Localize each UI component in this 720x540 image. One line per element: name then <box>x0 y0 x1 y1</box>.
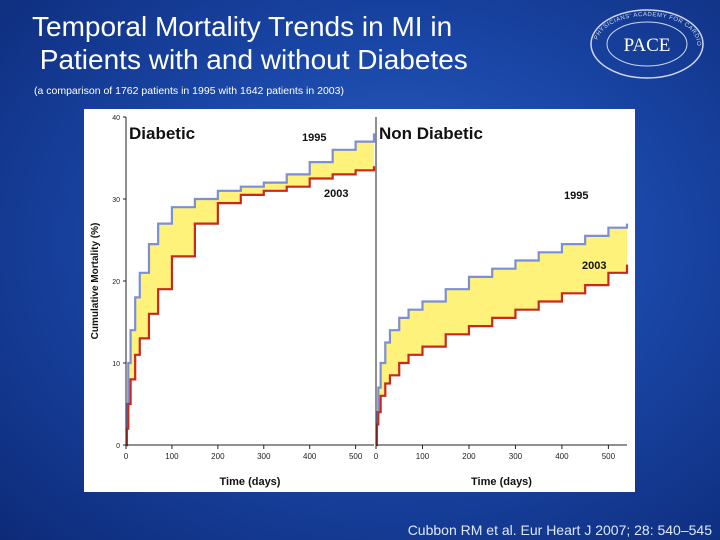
panel-title: Non Diabetic <box>379 124 483 143</box>
x-axis-label: Time (days) <box>220 476 281 488</box>
mortality-chart: 0 100 200 300 400 500 0 10 20 30 40 Diabetic 1995 200… <box>84 109 635 492</box>
x-tick-label: 100 <box>165 452 179 461</box>
x-tick-label: 300 <box>509 452 523 461</box>
difference-band <box>126 133 374 445</box>
y-tick-label: 10 <box>112 361 120 368</box>
x-tick-label: 0 <box>124 452 129 461</box>
series-line-2003 <box>375 264 629 447</box>
x-tick-label: 0 <box>374 452 379 461</box>
series-line-1995 <box>375 223 629 447</box>
slide-subtitle: (a comparison of 1762 patients in 1995 w… <box>34 85 344 97</box>
chart-panel-2: 0 100 200 300 400 500 Non Diabetic 1995 2003 Time… <box>374 117 629 488</box>
x-tick-label: 300 <box>257 452 271 461</box>
x-tick-label: 400 <box>303 452 317 461</box>
y-tick-label: 40 <box>112 115 120 122</box>
y-axis-label: Cumulative Mortality (%) <box>90 223 101 340</box>
y-tick-label: 20 <box>112 279 120 286</box>
x-tick-label: 400 <box>555 452 569 461</box>
x-axis-label: Time (days) <box>471 476 532 488</box>
panel-title: Diabetic <box>129 124 195 143</box>
pace-logo: PHYSICIANS' ACADEMY FOR CARDIOVASCULAR E… <box>588 8 704 79</box>
difference-band <box>376 223 627 445</box>
y-tick-label: 30 <box>112 197 120 204</box>
x-tick-label: 100 <box>416 452 430 461</box>
annotation-1995: 1995 <box>302 132 326 144</box>
x-tick-label: 200 <box>211 452 225 461</box>
citation: Cubbon RM et al. Eur Heart J 2007; 28: 5… <box>407 522 712 538</box>
x-tick-label: 500 <box>349 452 363 461</box>
annotation-2003: 2003 <box>324 188 348 200</box>
slide-title: Temporal Mortality Trends in MI in Patie… <box>32 11 468 75</box>
chart-panel-1: 0 100 200 300 400 500 0 10 20 30 40 Diabetic 1995 200… <box>90 115 376 488</box>
logo-text: PACE <box>624 35 671 56</box>
annotation-2003: 2003 <box>582 260 606 272</box>
x-tick-label: 500 <box>602 452 616 461</box>
series-line-1995 <box>125 133 376 447</box>
series-line-2003 <box>125 166 376 447</box>
annotation-1995: 1995 <box>564 190 588 202</box>
y-tick-label: 0 <box>116 443 120 450</box>
x-tick-label: 200 <box>462 452 476 461</box>
